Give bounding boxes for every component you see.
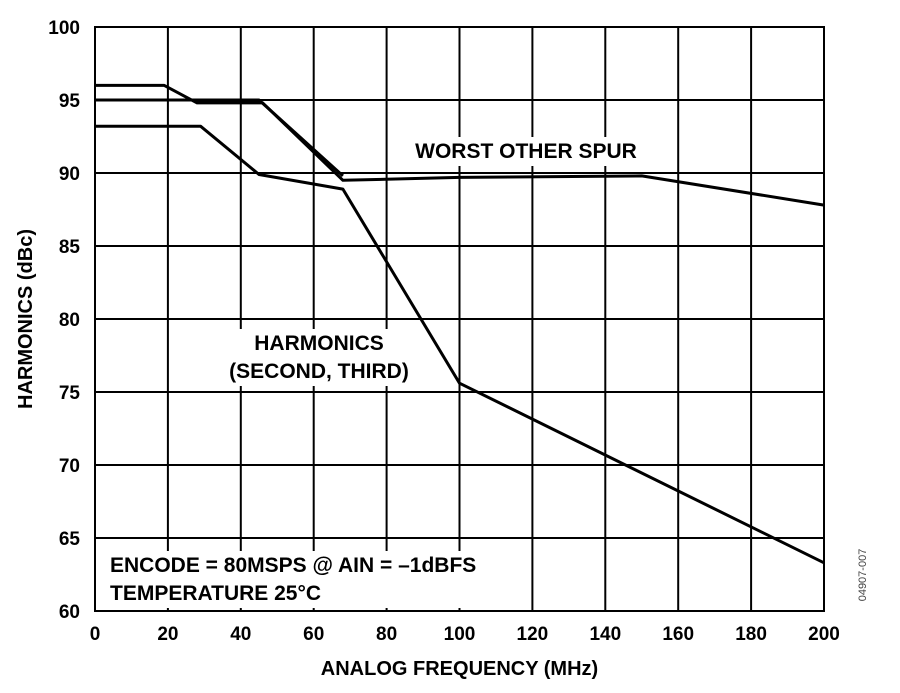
x-tick-label: 20	[157, 624, 178, 645]
x-tick-labels: 0 20 40 60 80 100 120 140 160 180 200	[90, 624, 840, 645]
figure-id: 04907-007	[857, 549, 869, 602]
annotation-line: TEMPERATURE 25°C	[110, 582, 321, 605]
x-tick-label: 40	[230, 624, 251, 645]
x-tick-label: 120	[517, 624, 549, 645]
series-line-3	[95, 98, 344, 178]
y-tick-label: 75	[59, 383, 81, 404]
annotation-line: ENCODE = 80MSPS @ AIN = –1dBFS	[110, 554, 476, 577]
annotation-worst-spur: WORST OTHER SPUR	[409, 137, 643, 166]
x-tick-label: 180	[735, 624, 767, 645]
x-tick-label: 0	[90, 624, 101, 645]
annotation-line: WORST OTHER SPUR	[415, 140, 637, 163]
annotation-text: ENCODE = 80MSPS @ AIN = –1dBFS TEMPERATUR…	[110, 554, 476, 605]
y-tick-label: 65	[59, 529, 81, 550]
x-tick-label: 60	[303, 624, 324, 645]
y-tick-label: 95	[59, 91, 81, 112]
annotation-line: (SECOND, THIRD)	[229, 360, 409, 383]
x-tick-label: 160	[662, 624, 694, 645]
annotation-background	[223, 329, 415, 386]
y-tick-labels: 60 65 70 75 80 85 90 95 100	[48, 18, 80, 623]
x-tick-label: 200	[808, 624, 840, 645]
x-tick-label: 140	[589, 624, 621, 645]
x-tick-label: 100	[444, 624, 476, 645]
annotation-conditions: ENCODE = 80MSPS @ AIN = –1dBFS TEMPERATUR…	[104, 551, 483, 608]
grid	[94, 26, 825, 612]
y-tick-label: 70	[59, 456, 80, 477]
y-tick-label: 80	[59, 310, 80, 331]
y-tick-label: 60	[59, 602, 80, 623]
annotation-harmonics: HARMONICS (SECOND, THIRD)	[223, 329, 415, 386]
annotation-background	[104, 551, 483, 608]
y-tick-label: 85	[59, 237, 81, 258]
y-tick-label: 100	[48, 18, 80, 39]
series-lines	[95, 83, 825, 565]
annotation-text: HARMONICS (SECOND, THIRD)	[229, 332, 409, 383]
annotation-text: WORST OTHER SPUR	[415, 140, 637, 163]
annotations: WORST OTHER SPUR HARMONICS (SECOND, THIRD)…	[104, 137, 643, 608]
annotation-line: HARMONICS	[254, 332, 384, 355]
x-tick-label: 80	[376, 624, 397, 645]
x-axis-label: ANALOG FREQUENCY (MHz)	[321, 658, 598, 680]
y-axis-label: HARMONICS (dBc)	[15, 229, 37, 409]
series-line-2	[95, 124, 825, 565]
plot-frame	[94, 26, 825, 612]
annotation-background	[409, 137, 643, 166]
y-tick-label: 90	[59, 164, 80, 185]
